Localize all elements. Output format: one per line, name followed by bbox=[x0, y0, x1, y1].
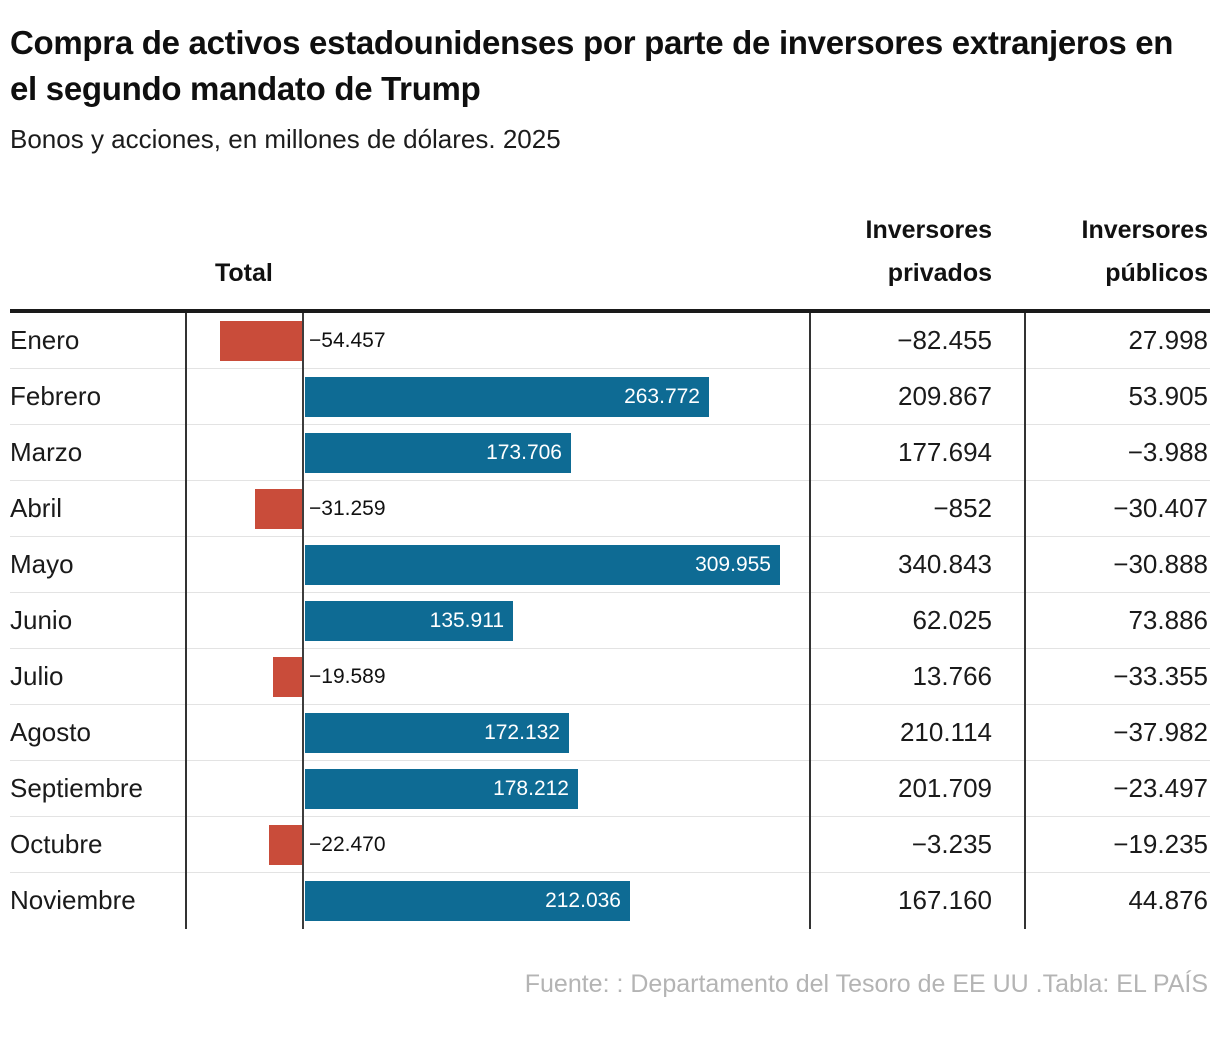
private-value: 210.114 bbox=[899, 717, 992, 747]
total-bar-cell: −31.259 bbox=[186, 481, 810, 536]
total-bar-label-negative: −19.589 bbox=[309, 665, 386, 688]
public-value: 27.998 bbox=[1128, 325, 1208, 355]
private-value: −3.235 bbox=[911, 829, 992, 859]
private-value: 13.766 bbox=[912, 661, 992, 691]
table-header-row: Total Inversores privados Inversores púb… bbox=[10, 156, 1210, 313]
total-bar: 309.955 bbox=[305, 545, 780, 585]
chart-page: Compra de activos estadounidenses por pa… bbox=[0, 20, 1220, 999]
total-bar-cell: −54.457 bbox=[186, 313, 810, 368]
table-row: Noviembre 212.036 167.160 44.876 bbox=[10, 873, 1210, 929]
private-value: 177.694 bbox=[898, 437, 992, 467]
total-bar-cell: −22.470 bbox=[186, 817, 810, 872]
table-row: Junio 135.911 62.025 73.886 bbox=[10, 593, 1210, 649]
month-label: Octubre bbox=[10, 829, 103, 859]
total-bar: 263.772 bbox=[305, 377, 709, 417]
total-bar-cell: 309.955 bbox=[186, 537, 810, 592]
private-value: 62.025 bbox=[912, 605, 992, 635]
divider-public-column bbox=[1024, 313, 1026, 929]
public-value: 73.886 bbox=[1128, 605, 1208, 635]
source-credit: Fuente: : Departamento del Tesoro de EE … bbox=[524, 970, 1208, 998]
table-row: Septiembre 178.212 201.709 −23.497 bbox=[10, 761, 1210, 817]
public-value: −3.988 bbox=[1127, 437, 1208, 467]
private-value: −82.455 bbox=[897, 325, 992, 355]
column-header-private-investors: Inversores privados bbox=[865, 216, 992, 287]
table-row: Julio −19.589 13.766 −33.355 bbox=[10, 649, 1210, 705]
month-label: Enero bbox=[10, 325, 80, 355]
private-value: 167.160 bbox=[898, 885, 992, 915]
total-bar: 212.036 bbox=[305, 881, 630, 921]
total-bar: 172.132 bbox=[305, 713, 569, 753]
private-value: −852 bbox=[933, 493, 992, 523]
table-row: Mayo 309.955 340.843 −30.888 bbox=[10, 537, 1210, 593]
table-row: Agosto 172.132 210.114 −37.982 bbox=[10, 705, 1210, 761]
public-value: −30.888 bbox=[1113, 549, 1208, 579]
total-bar-label-negative: −31.259 bbox=[309, 497, 386, 520]
private-value: 209.867 bbox=[898, 381, 992, 411]
total-bar-cell: 172.132 bbox=[186, 705, 810, 760]
table-row: Octubre −22.470 −3.235 −19.235 bbox=[10, 817, 1210, 873]
table-row: Abril −31.259 −852 −30.407 bbox=[10, 481, 1210, 537]
month-label: Septiembre bbox=[10, 773, 143, 803]
page-title: Compra de activos estadounidenses por pa… bbox=[10, 24, 1174, 107]
public-value: −33.355 bbox=[1113, 661, 1208, 691]
total-bar-cell: 135.911 bbox=[186, 593, 810, 648]
column-header-total: Total bbox=[215, 259, 273, 287]
total-bar-cell: 178.212 bbox=[186, 761, 810, 816]
month-label: Mayo bbox=[10, 549, 74, 579]
table-row: Febrero 263.772 209.867 53.905 bbox=[10, 369, 1210, 425]
month-label: Noviembre bbox=[10, 885, 136, 915]
total-bar bbox=[273, 657, 303, 697]
public-value: −19.235 bbox=[1113, 829, 1208, 859]
total-bar-label-negative: −54.457 bbox=[309, 329, 386, 352]
total-bar bbox=[255, 489, 303, 529]
total-bar-cell: 263.772 bbox=[186, 369, 810, 424]
public-value: 53.905 bbox=[1128, 381, 1208, 411]
public-value: −30.407 bbox=[1113, 493, 1208, 523]
table-row: Marzo 173.706 177.694 −3.988 bbox=[10, 425, 1210, 481]
total-bar: 178.212 bbox=[305, 769, 578, 809]
total-bar-cell: −19.589 bbox=[186, 649, 810, 704]
month-label: Marzo bbox=[10, 437, 83, 467]
public-value: −23.497 bbox=[1113, 773, 1208, 803]
private-value: 201.709 bbox=[898, 773, 992, 803]
table-rows: Enero −54.457 −82.455 27.998 Febrero 263… bbox=[10, 313, 1210, 929]
month-label: Agosto bbox=[10, 717, 91, 747]
month-label: Junio bbox=[10, 605, 73, 635]
column-header-public-investors: Inversores públicos bbox=[1081, 216, 1208, 287]
page-subtitle: Bonos y acciones, en millones de dólares… bbox=[10, 124, 561, 154]
divider-private-column bbox=[809, 313, 811, 929]
zero-baseline bbox=[302, 313, 304, 929]
private-value: 340.843 bbox=[898, 549, 992, 579]
total-bar-cell: 212.036 bbox=[186, 873, 810, 929]
total-bar: 135.911 bbox=[305, 601, 513, 641]
total-bar bbox=[220, 321, 303, 361]
public-value: −37.982 bbox=[1113, 717, 1208, 747]
month-label: Febrero bbox=[10, 381, 102, 411]
table-row: Enero −54.457 −82.455 27.998 bbox=[10, 313, 1210, 369]
public-value: 44.876 bbox=[1128, 885, 1208, 915]
total-bar bbox=[269, 825, 303, 865]
month-label: Abril bbox=[10, 493, 63, 523]
total-bar-label-negative: −22.470 bbox=[309, 833, 386, 856]
total-bar: 173.706 bbox=[305, 433, 571, 473]
month-label: Julio bbox=[10, 661, 64, 691]
total-bar-cell: 173.706 bbox=[186, 425, 810, 480]
divider-month-column bbox=[185, 313, 187, 929]
